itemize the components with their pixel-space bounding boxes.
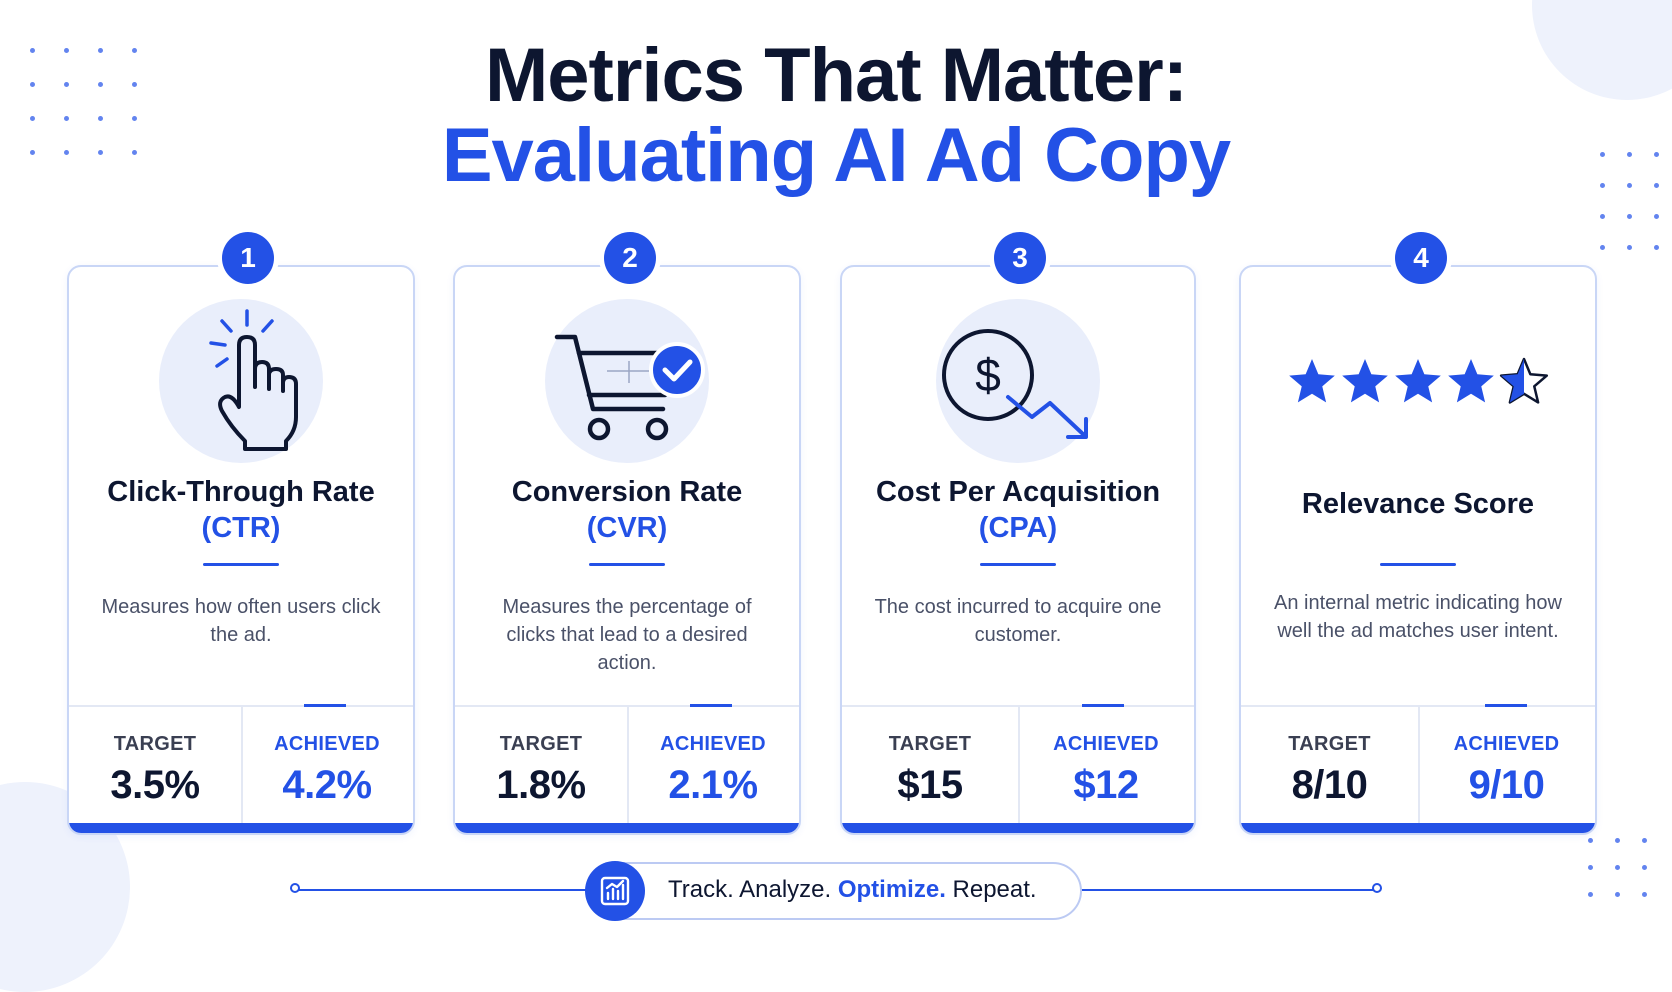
achieved-label: ACHIEVED (1453, 733, 1560, 755)
bar-chart-icon (585, 861, 645, 921)
stats-accent-line (304, 704, 346, 707)
decorative-dot-grid-right (1600, 152, 1672, 250)
metric-card-ctr: Click-Through Rate (CTR) Measures how of… (67, 265, 415, 835)
metric-description: Measures how often users click the ad. (101, 596, 381, 646)
footer-connector-dot-right (1372, 883, 1382, 893)
footer-tagline-part2: Repeat. (952, 876, 1037, 903)
rating-star-2 (1342, 359, 1388, 403)
stats-divider (1018, 707, 1020, 829)
card-number-badge-1: 1 (222, 232, 274, 284)
card-number-badge-4: 4 (1395, 232, 1447, 284)
footer-connector-dot-left (290, 883, 300, 893)
page-title: Metrics That Matter: (484, 33, 1188, 118)
metric-description: Measures the percentage of clicks that l… (502, 596, 752, 674)
metric-card-relevance: Relevance Score An internal metric indic… (1239, 265, 1597, 835)
dollar-down-trend-icon: $ (936, 299, 1100, 463)
stats-row: TARGET $15 ACHIEVED $12 (842, 704, 1194, 829)
achieved-label: ACHIEVED (660, 733, 766, 755)
title-underline (1380, 563, 1456, 566)
rating-star-4 (1448, 359, 1494, 403)
stats-row: TARGET 1.8% ACHIEVED 2.1% (455, 704, 799, 829)
shopping-cart-check-icon (545, 299, 709, 463)
star-rating-icon (1278, 299, 1558, 463)
rating-star-5 (1499, 357, 1549, 404)
stats-accent-line (1485, 704, 1527, 707)
card-accent-bar (1241, 823, 1595, 833)
decorative-dot-grid-top-left (30, 48, 166, 155)
achieved-value: $12 (1073, 763, 1139, 807)
pointer-click-icon (159, 299, 323, 463)
achieved-value: 9/10 (1468, 763, 1545, 807)
stats-accent-line (1082, 704, 1124, 707)
target-label: TARGET (1288, 733, 1371, 755)
stats-row: TARGET 3.5% ACHIEVED 4.2% (69, 704, 413, 829)
footer-tagline-part1: Track. Analyze. (668, 876, 832, 903)
metric-abbreviation: (CTR) (201, 512, 281, 544)
card-accent-bar (842, 823, 1194, 833)
title-underline (203, 563, 279, 566)
target-label: TARGET (499, 733, 583, 755)
target-label: TARGET (113, 733, 197, 755)
decorative-dot-grid-bottom-right (1588, 838, 1669, 897)
card-accent-bar (455, 823, 799, 833)
target-value: 8/10 (1291, 763, 1368, 807)
metric-card-cvr: Conversion Rate (CVR) Measures the perce… (453, 265, 801, 835)
metric-name: Conversion Rate (511, 476, 743, 508)
stats-divider (1418, 707, 1420, 829)
card-number-badge-3: 3 (994, 232, 1046, 284)
stats-divider (241, 707, 243, 829)
target-label: TARGET (888, 733, 972, 755)
target-value: 1.8% (496, 763, 586, 807)
metric-abbreviation: (CPA) (978, 512, 1058, 544)
svg-text:$: $ (975, 349, 1001, 401)
page-subtitle: Evaluating AI Ad Copy (441, 113, 1231, 198)
footer-connector-right (1080, 889, 1380, 891)
stats-divider (627, 707, 629, 829)
footer-tagline: Track. Analyze. Optimize. Repeat. (668, 876, 1037, 904)
footer-connector-left (298, 889, 598, 891)
card-accent-bar (69, 823, 413, 833)
metric-name: Relevance Score (1301, 488, 1535, 520)
title-underline (980, 563, 1056, 566)
rating-star-1 (1289, 359, 1335, 403)
achieved-label: ACHIEVED (1053, 733, 1159, 755)
footer-tagline-highlight: Optimize. (837, 876, 946, 903)
rating-star-3 (1395, 359, 1441, 403)
metric-abbreviation: (CVR) (586, 512, 668, 544)
title-underline (589, 563, 665, 566)
footer-tagline-pill (592, 862, 1082, 920)
metric-card-cpa: $ Cost Per Acquisition (CPA) The cost in… (840, 265, 1196, 835)
achieved-value: 2.1% (668, 763, 758, 807)
target-value: 3.5% (110, 763, 200, 807)
metric-description: An internal metric indicating how well t… (1274, 592, 1562, 642)
target-value: $15 (897, 763, 963, 807)
metric-name: Click-Through Rate (107, 476, 375, 508)
achieved-value: 4.2% (282, 763, 372, 807)
metric-name: Cost Per Acquisition (875, 476, 1161, 508)
stats-accent-line (690, 704, 732, 707)
metric-description: The cost incurred to acquire one custome… (874, 596, 1162, 646)
stats-row: TARGET 8/10 ACHIEVED 9/10 (1241, 704, 1595, 829)
achieved-label: ACHIEVED (274, 733, 380, 755)
card-number-badge-2: 2 (604, 232, 656, 284)
